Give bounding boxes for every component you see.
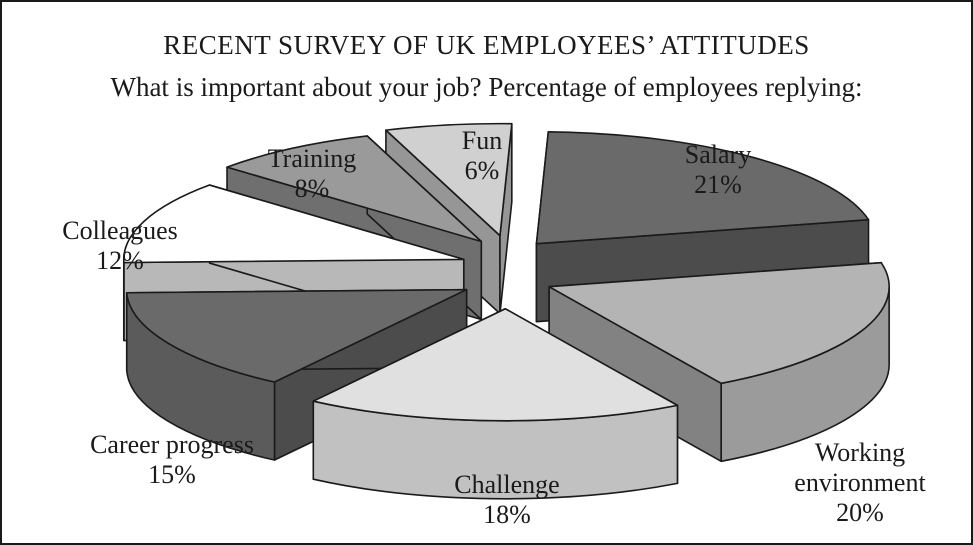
value-label: 20% — [836, 498, 884, 527]
slice-top — [535, 130, 870, 245]
slice-working-environment — [548, 261, 890, 463]
chart-title: RECENT SURVEY OF UK EMPLOYEES’ ATTITUDES — [163, 30, 810, 60]
value-label: 18% — [483, 500, 531, 529]
label-challenge: Challenge 18% — [422, 470, 592, 530]
slice-top — [125, 288, 468, 383]
label-colleagues: Colleagues 12% — [30, 216, 210, 276]
label-working-environment: Working environment 20% — [765, 438, 955, 528]
category-label: environment — [794, 468, 926, 497]
chart-subtitle: What is important about your job? Percen… — [110, 72, 863, 102]
label-salary: Salary 21% — [653, 140, 783, 200]
label-career-progress: Career progress 15% — [52, 430, 292, 490]
category-label: Training — [267, 144, 357, 173]
category-label: Colleagues — [62, 216, 178, 245]
slice-top — [385, 122, 513, 237]
category-label: Salary — [684, 140, 752, 169]
slice-challenge — [312, 307, 679, 500]
slice-top — [548, 261, 890, 385]
category-label: Challenge — [454, 470, 560, 499]
label-fun: Fun 6% — [432, 126, 532, 186]
value-label: 6% — [464, 156, 500, 185]
slice-top — [123, 184, 465, 264]
value-label: 21% — [694, 170, 742, 199]
slice-top — [312, 307, 679, 422]
category-label: Career progress — [90, 430, 254, 459]
value-label: 12% — [96, 246, 144, 275]
value-label: 15% — [148, 460, 196, 489]
value-label: 8% — [294, 174, 330, 203]
category-label: Working — [814, 438, 906, 467]
category-label: Fun — [461, 126, 503, 155]
slice-top — [226, 135, 483, 243]
label-training: Training 8% — [242, 144, 382, 204]
